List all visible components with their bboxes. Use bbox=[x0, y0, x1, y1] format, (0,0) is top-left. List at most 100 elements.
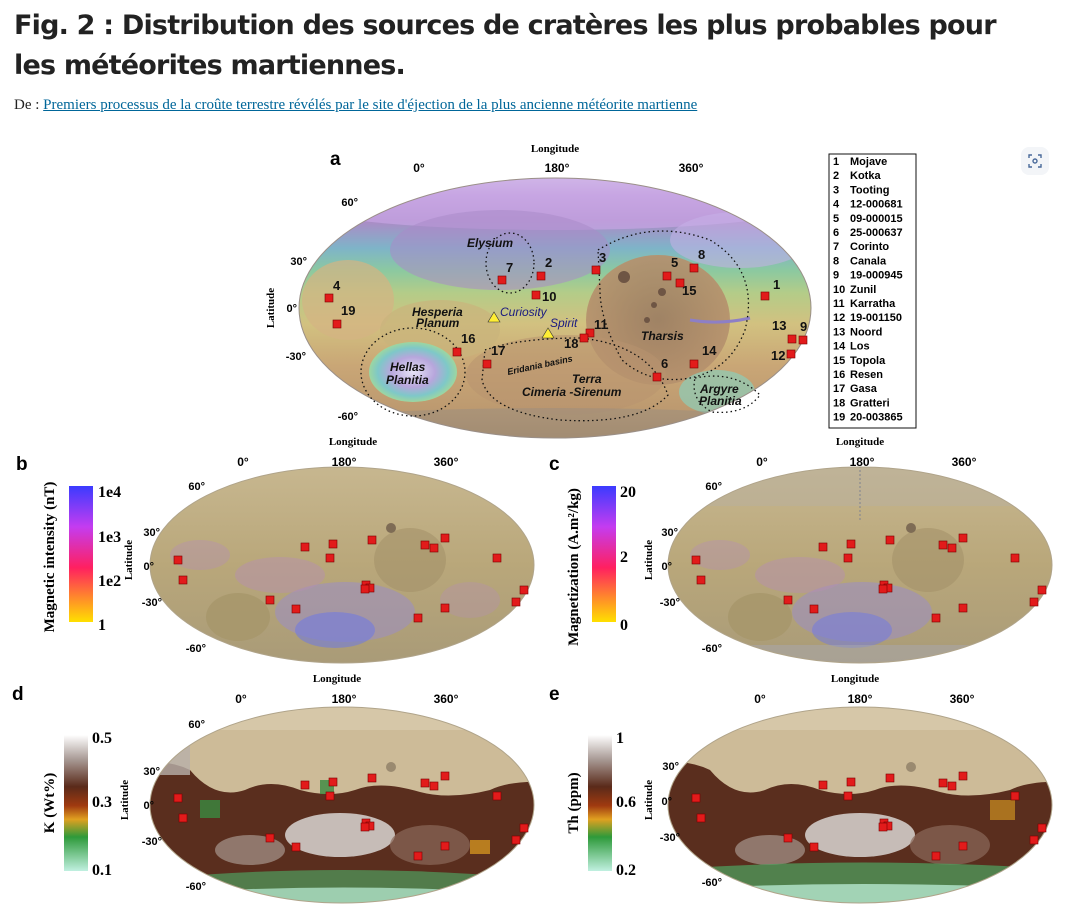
crater-site-marker bbox=[652, 372, 662, 382]
crater-site-marker bbox=[178, 575, 188, 585]
panel-d-potassium-map bbox=[150, 707, 534, 903]
figure-source: De : Premiers processus de la croûte ter… bbox=[14, 97, 697, 114]
source-prefix: De : bbox=[14, 97, 40, 113]
crater-site-marker bbox=[482, 359, 492, 369]
crater-site-marker bbox=[885, 773, 895, 783]
crater-site-number: 10 bbox=[542, 289, 556, 304]
crater-site-number: 5 bbox=[671, 255, 678, 270]
crater-site-marker bbox=[798, 335, 808, 345]
crater-site-marker bbox=[300, 542, 310, 552]
panel-c-letter: c bbox=[549, 454, 560, 475]
panel-e-y-tick: -30° bbox=[660, 832, 680, 844]
legend-crater-name: 20-003865 bbox=[850, 412, 903, 424]
legend-crater-number: 13 bbox=[833, 326, 845, 338]
panel-a-x-tick: 360° bbox=[679, 161, 704, 175]
panel-b-y-ticks: 60° 30° 0° -30° -60° bbox=[142, 481, 206, 655]
panel-b-bottom-axis-title: Longitude bbox=[313, 673, 361, 685]
crater-site-marker bbox=[420, 540, 430, 550]
panel-d-colorbar bbox=[64, 735, 88, 871]
panel-d-y-ticks: 60° 30° 0° -30° -60° bbox=[142, 719, 206, 893]
legend-crater-name: 12-000681 bbox=[850, 199, 903, 211]
panel-d-y-tick: 60° bbox=[188, 719, 205, 731]
panel-c-bottom-axis-title: Longitude bbox=[831, 673, 879, 685]
legend-crater-number: 5 bbox=[833, 213, 839, 225]
crater-site-marker bbox=[291, 842, 301, 852]
crater-site-marker bbox=[786, 349, 796, 359]
zoom-focus-icon bbox=[1028, 154, 1042, 168]
crater-site-marker bbox=[691, 793, 701, 803]
legend-crater-number: 16 bbox=[833, 369, 845, 381]
crater-site-marker bbox=[958, 533, 968, 543]
panel-c-x-tick: 180° bbox=[850, 455, 875, 469]
crater-site-marker bbox=[265, 833, 275, 843]
crater-site-marker bbox=[429, 543, 439, 553]
crater-site-marker bbox=[497, 275, 507, 285]
legend-crater-number: 11 bbox=[833, 298, 845, 310]
crater-site-number: 6 bbox=[661, 356, 668, 371]
panel-c-y-tick: 60° bbox=[705, 481, 722, 493]
crater-site-marker bbox=[843, 553, 853, 563]
crater-site-marker bbox=[440, 603, 450, 613]
crater-site-marker bbox=[958, 771, 968, 781]
panel-e-colorbar-tick: 0.2 bbox=[616, 862, 636, 879]
panel-e-colorbar-tick: 1 bbox=[616, 730, 624, 747]
crater-site-marker bbox=[413, 851, 423, 861]
region-label: Argyre bbox=[699, 382, 739, 396]
crater-site-marker bbox=[440, 771, 450, 781]
crater-site-marker bbox=[809, 604, 819, 614]
crater-site-marker bbox=[1037, 823, 1047, 833]
panel-d: d 0° 180° 360° 0.5 0.3 0.1 K (Wt%) 60° bbox=[12, 684, 535, 904]
panel-b: b Longitude 0° 180° 360° 1e4 1e3 1e2 1 M… bbox=[16, 436, 535, 685]
panel-a-rovers: Curiosity Spirit bbox=[487, 305, 578, 339]
crater-site-marker bbox=[328, 777, 338, 787]
crater-site-marker bbox=[947, 781, 957, 791]
crater-site-marker bbox=[440, 841, 450, 851]
legend-crater-name: Corinto bbox=[850, 241, 889, 253]
crater-site-marker bbox=[760, 291, 770, 301]
crater-site-marker bbox=[328, 539, 338, 549]
crater-site-marker bbox=[1029, 835, 1039, 845]
panel-a-y-tick: -60° bbox=[338, 411, 358, 423]
source-article-link[interactable]: Premiers processus de la croûte terrestr… bbox=[43, 97, 698, 113]
panel-d-y-tick: -30° bbox=[142, 836, 162, 848]
legend-crater-name: Zunil bbox=[850, 284, 876, 296]
crater-site-marker bbox=[818, 780, 828, 790]
crater-site-marker bbox=[958, 841, 968, 851]
legend-crater-name: Resen bbox=[850, 369, 883, 381]
panel-b-y-tick: 0° bbox=[143, 561, 154, 573]
panel-e-colorbar-label: Th (ppm) bbox=[566, 772, 582, 833]
figure-title: Fig. 2 : Distribution des sources de cra… bbox=[14, 10, 997, 81]
crater-site-number: 9 bbox=[800, 319, 807, 334]
legend-crater-name: 09-000015 bbox=[850, 213, 903, 225]
rover-label: Spirit bbox=[550, 316, 578, 330]
crater-site-marker bbox=[367, 535, 377, 545]
crater-site-number: 15 bbox=[682, 283, 696, 298]
crater-site-marker bbox=[931, 851, 941, 861]
crater-site-marker bbox=[947, 543, 957, 553]
crater-site-marker bbox=[360, 584, 370, 594]
panel-c-x-tick: 360° bbox=[952, 455, 977, 469]
panel-a-y-tick: 0° bbox=[286, 303, 297, 315]
panel-e-letter: e bbox=[549, 684, 560, 705]
panel-b-x-tick: 180° bbox=[332, 455, 357, 469]
panel-d-y-tick: 0° bbox=[143, 800, 154, 812]
crater-site-marker bbox=[696, 575, 706, 585]
crater-site-number: 1 bbox=[773, 277, 780, 292]
legend-crater-number: 15 bbox=[833, 355, 845, 367]
panel-d-colorbar-tick: 0.5 bbox=[92, 730, 112, 747]
panel-e-y-ticks: 30° 0° -30° -60° bbox=[660, 761, 722, 889]
crater-site-marker bbox=[783, 833, 793, 843]
crater-site-marker bbox=[173, 555, 183, 565]
crater-site-marker bbox=[536, 271, 546, 281]
panel-e-x-tick: 180° bbox=[848, 692, 873, 706]
crater-site-marker bbox=[173, 793, 183, 803]
panel-c-y-tick: 0° bbox=[661, 561, 672, 573]
panel-b-y-tick: 30° bbox=[143, 527, 160, 539]
crater-site-marker bbox=[519, 823, 529, 833]
panel-b-colorbar-tick: 1e4 bbox=[98, 484, 121, 501]
crater-site-marker bbox=[519, 585, 529, 595]
view-figure-button[interactable] bbox=[1021, 147, 1049, 175]
legend-crater-number: 9 bbox=[833, 270, 839, 282]
legend-crater-name: Gratteri bbox=[850, 397, 890, 409]
panel-d-colorbar-tick: 0.3 bbox=[92, 794, 112, 811]
